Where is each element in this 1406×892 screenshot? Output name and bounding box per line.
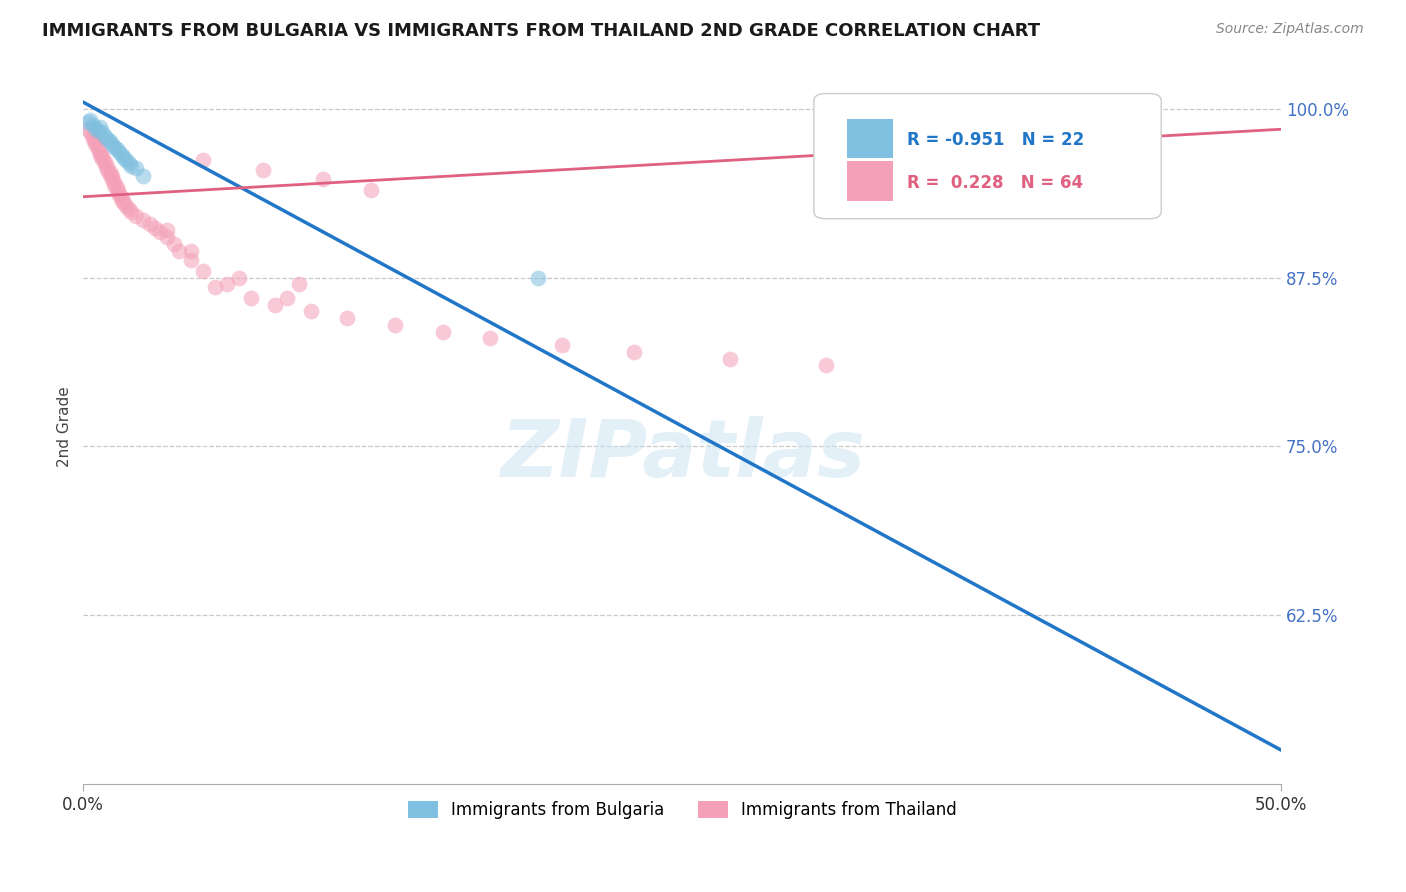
Point: [252, 162, 274, 177]
Point: [276, 291, 298, 305]
Point: [105, 143, 128, 157]
Point: [132, 169, 155, 184]
Point: [336, 311, 359, 326]
Point: [86, 140, 108, 154]
Text: R =  0.228   N = 64: R = 0.228 N = 64: [907, 174, 1084, 192]
Bar: [848, 161, 893, 201]
Point: [105, 180, 128, 194]
Point: [82, 128, 104, 143]
Legend: Immigrants from Bulgaria, Immigrants from Thailand: Immigrants from Bulgaria, Immigrants fro…: [401, 794, 963, 825]
Point: [139, 217, 162, 231]
Point: [110, 191, 132, 205]
Point: [103, 178, 125, 192]
Point: [120, 204, 142, 219]
Point: [432, 325, 454, 339]
Point: [191, 264, 214, 278]
Point: [79, 125, 101, 139]
Point: [288, 277, 311, 292]
Point: [94, 157, 117, 171]
Text: R = -0.951   N = 22: R = -0.951 N = 22: [907, 131, 1084, 149]
Point: [143, 220, 166, 235]
Point: [98, 168, 121, 182]
Point: [96, 131, 118, 145]
Point: [228, 270, 250, 285]
Point: [360, 183, 382, 197]
Point: [156, 230, 179, 244]
Point: [86, 143, 108, 157]
Point: [115, 199, 138, 213]
Point: [125, 209, 148, 223]
Point: [118, 202, 141, 216]
Point: [149, 225, 172, 239]
Point: [77, 122, 100, 136]
Point: [108, 188, 131, 202]
Point: [82, 131, 104, 145]
Point: [79, 112, 101, 127]
Point: [96, 162, 118, 177]
Point: [91, 149, 114, 163]
Point: [103, 175, 125, 189]
Point: [527, 270, 550, 285]
Point: [96, 160, 118, 174]
Bar: [848, 119, 893, 158]
Point: [105, 183, 128, 197]
Point: [94, 154, 117, 169]
Point: [112, 151, 135, 165]
Point: [108, 145, 131, 160]
Point: [120, 159, 142, 173]
Point: [112, 196, 135, 211]
Text: Source: ZipAtlas.com: Source: ZipAtlas.com: [1216, 22, 1364, 37]
Point: [89, 148, 111, 162]
Point: [77, 115, 100, 129]
Point: [118, 156, 141, 170]
Point: [814, 359, 837, 373]
Point: [101, 172, 124, 186]
Point: [91, 125, 114, 139]
Point: [101, 137, 124, 152]
Point: [180, 253, 202, 268]
Point: [110, 194, 132, 208]
FancyBboxPatch shape: [814, 94, 1161, 219]
Point: [101, 169, 124, 184]
Point: [191, 153, 214, 168]
Point: [623, 345, 645, 359]
Point: [89, 145, 111, 160]
Point: [110, 148, 132, 162]
Point: [84, 137, 107, 152]
Point: [84, 120, 107, 135]
Point: [180, 244, 202, 258]
Point: [239, 291, 262, 305]
Point: [312, 172, 335, 186]
Point: [132, 212, 155, 227]
Y-axis label: 2nd Grade: 2nd Grade: [58, 385, 72, 467]
Point: [299, 304, 322, 318]
Text: ZIPatlas: ZIPatlas: [499, 416, 865, 494]
Point: [204, 280, 226, 294]
Point: [163, 236, 186, 251]
Point: [84, 135, 107, 149]
Point: [82, 118, 104, 132]
Point: [98, 165, 121, 179]
Point: [156, 223, 179, 237]
Point: [89, 120, 111, 134]
Text: IMMIGRANTS FROM BULGARIA VS IMMIGRANTS FROM THAILAND 2ND GRADE CORRELATION CHART: IMMIGRANTS FROM BULGARIA VS IMMIGRANTS F…: [42, 22, 1040, 40]
Point: [479, 331, 502, 345]
Point: [264, 298, 287, 312]
Point: [384, 318, 406, 332]
Point: [86, 123, 108, 137]
Point: [108, 186, 131, 200]
Point: [115, 153, 138, 168]
Point: [167, 244, 190, 258]
Point: [718, 351, 741, 366]
Point: [551, 338, 574, 352]
Point: [91, 152, 114, 166]
Point: [215, 277, 238, 292]
Point: [125, 161, 148, 176]
Point: [94, 128, 117, 143]
Point: [103, 140, 125, 154]
Point: [98, 135, 121, 149]
